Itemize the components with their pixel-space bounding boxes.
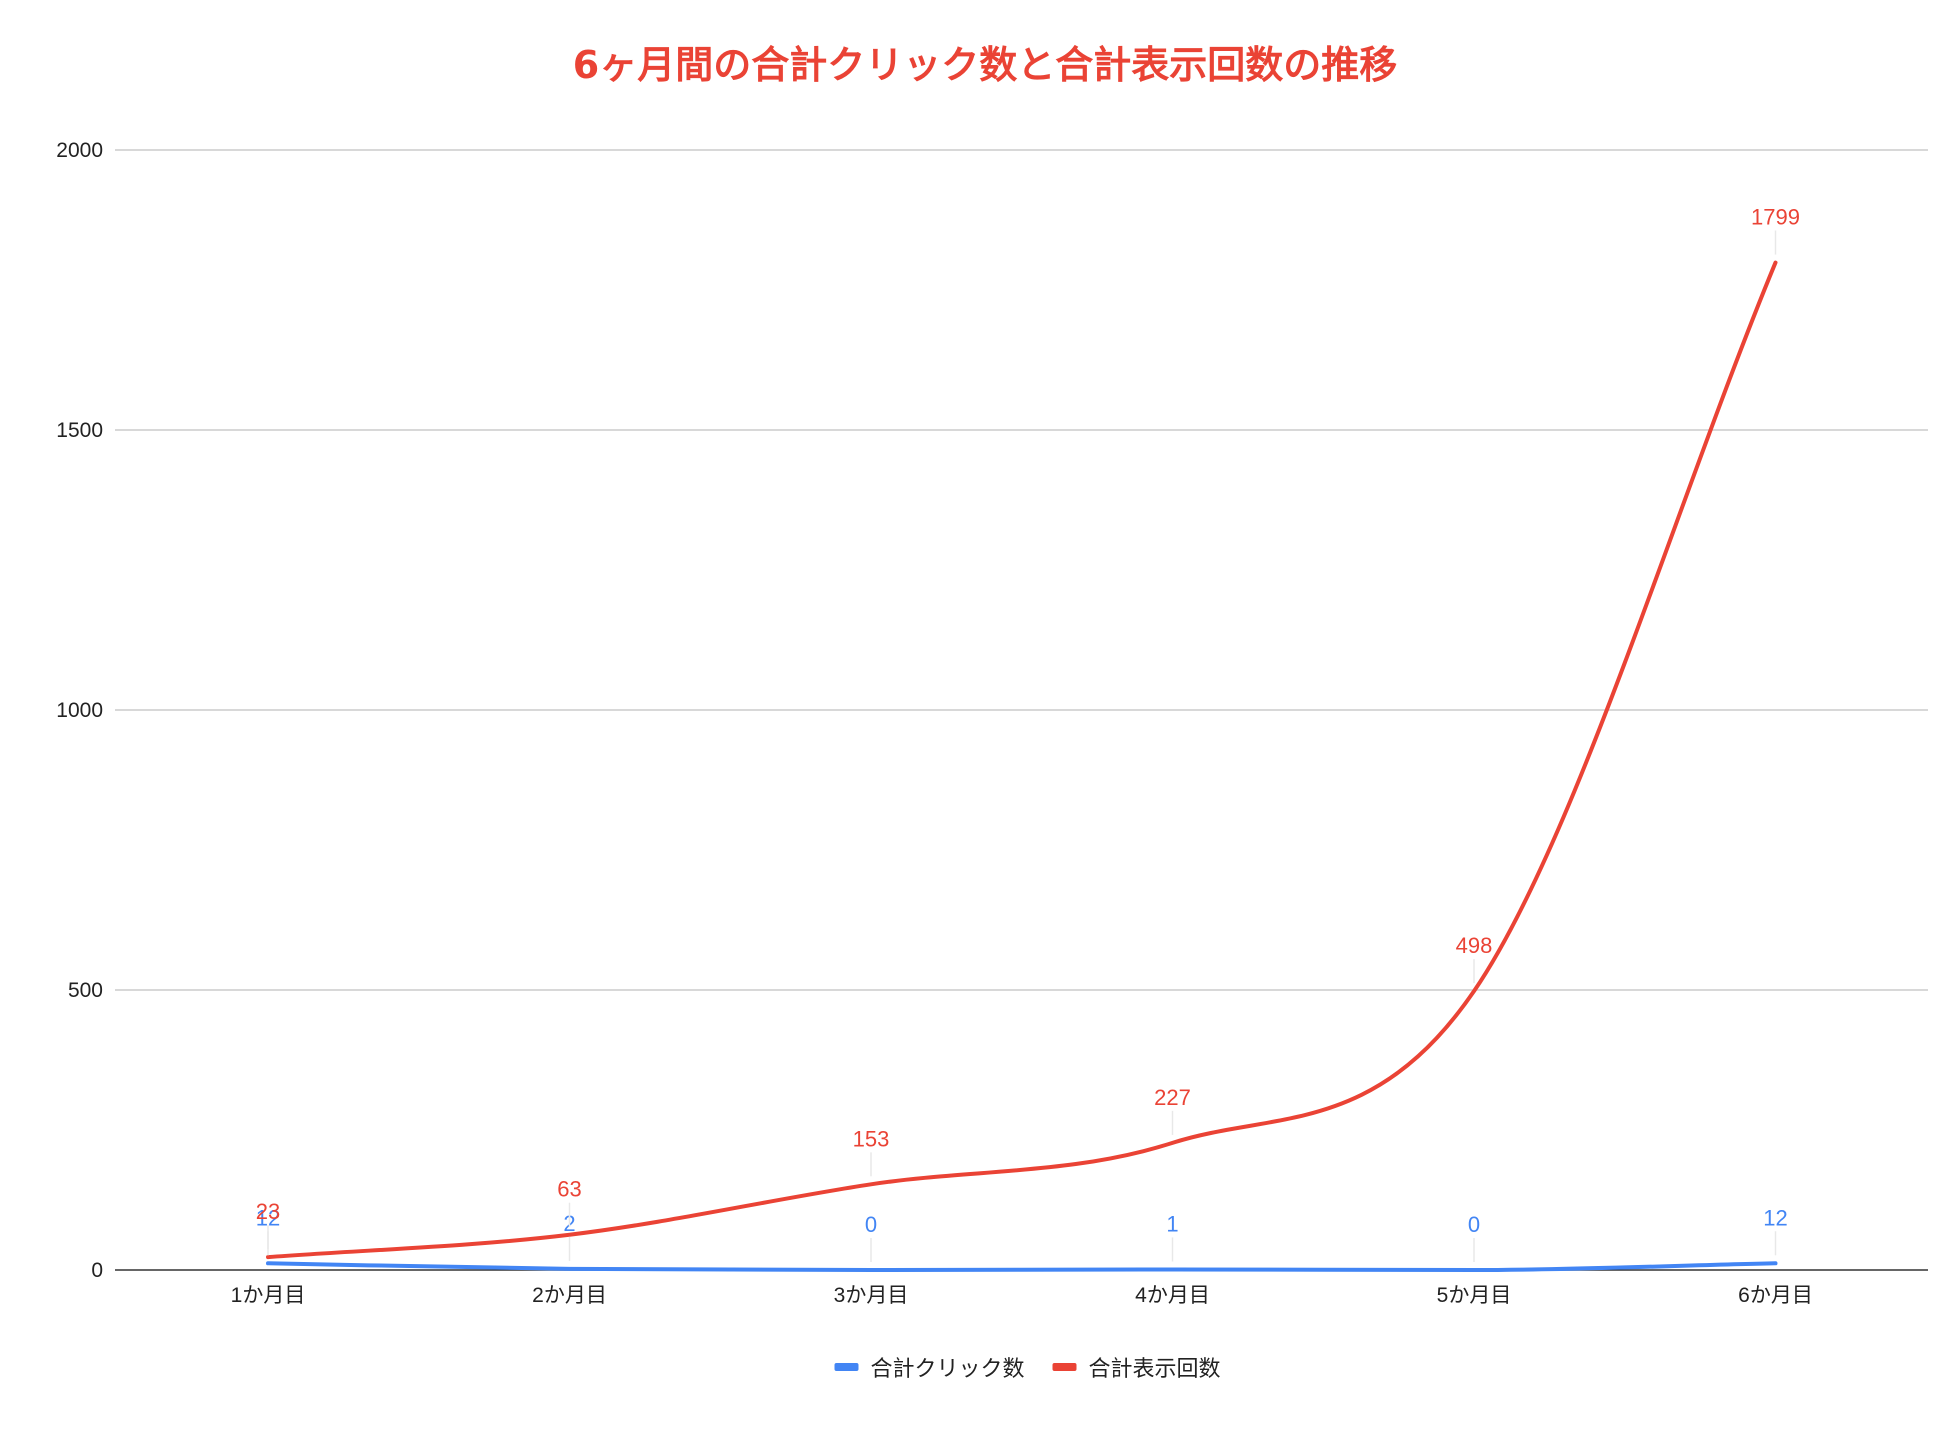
data-label: 23 bbox=[256, 1199, 280, 1224]
x-tick-label: 5か月目 bbox=[1437, 1284, 1512, 1307]
x-tick-label: 4か月目 bbox=[1135, 1284, 1210, 1307]
grid-lines bbox=[115, 149, 1928, 991]
legend-swatch bbox=[1052, 1363, 1077, 1371]
data-label: 63 bbox=[557, 1177, 581, 1202]
y-tick-label: 2000 bbox=[56, 139, 103, 162]
data-label: 153 bbox=[853, 1126, 890, 1151]
data-label: 0 bbox=[865, 1212, 877, 1237]
x-tick-label: 3か月目 bbox=[834, 1284, 909, 1307]
series-line-1 bbox=[266, 1261, 1778, 1272]
series-lines bbox=[266, 260, 1778, 1272]
data-label: 1 bbox=[1166, 1211, 1178, 1236]
chart-title: 6ヶ月間の合計クリック数と合計表示回数の推移 bbox=[573, 43, 1397, 87]
series-line-2 bbox=[266, 260, 1778, 1260]
data-label: 227 bbox=[1154, 1085, 1191, 1110]
legend-swatch bbox=[834, 1363, 859, 1371]
data-label: 0 bbox=[1468, 1212, 1480, 1237]
x-tick-label: 6か月目 bbox=[1738, 1284, 1813, 1307]
x-tick-label: 2か月目 bbox=[532, 1284, 607, 1307]
legend-label: 合計表示回数 bbox=[1089, 1357, 1221, 1382]
y-tick-label: 1500 bbox=[56, 419, 103, 442]
y-tick-label: 0 bbox=[91, 1259, 103, 1282]
legend-label: 合計クリック数 bbox=[871, 1357, 1025, 1382]
x-axis-ticks: 1か月目 2か月目 3か月目 4か月目 5か月目 6か月目 bbox=[231, 1284, 1813, 1307]
y-tick-label: 1000 bbox=[56, 699, 103, 722]
y-tick-label: 500 bbox=[68, 979, 103, 1002]
data-label: 12 bbox=[1763, 1205, 1787, 1230]
data-label: 498 bbox=[1456, 933, 1493, 958]
data-label: 1799 bbox=[1751, 205, 1800, 230]
y-axis-ticks: 0 500 1000 1500 2000 bbox=[56, 139, 103, 1282]
x-tick-label: 1か月目 bbox=[231, 1284, 306, 1307]
legend: 合計クリック数 合計表示回数 bbox=[834, 1357, 1221, 1382]
